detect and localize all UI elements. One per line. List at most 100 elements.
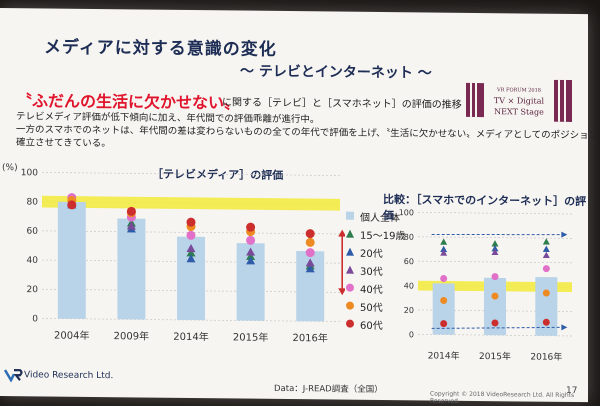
x-category-label: 2014年 [428,349,460,361]
trend-arrow-head [561,231,568,238]
marker-40代 [305,248,315,258]
y-tick-label: 60 [404,257,414,266]
legend-triangle-swatch [346,247,354,256]
gridline [418,212,572,215]
x-category-label: 2015年 [479,350,511,362]
marker-60代 [542,318,550,326]
legend-swatch [344,319,356,329]
y-tick-label: 60 [27,227,39,237]
legend-item: 個人全体 [344,207,405,226]
legend-circle-swatch [346,301,354,310]
legend-item: 50代 [344,297,405,316]
tv-evaluation-chart: 0 20 40 60 80 100 2004年 2009年 2014年 2015年 2016年 (%) [2,163,345,344]
bar-total [296,251,325,322]
presentation-slide: メディアに対する意識の変化 ～ テレビとインターネット ～ VR FORUM 2… [0,8,600,405]
bar-total [484,277,506,336]
marker-15～19歳 [542,238,550,245]
bar-total [57,201,86,319]
bar-total [236,243,265,321]
marker-60代 [67,200,77,210]
marker-30代 [440,249,448,256]
x-category-label: 2016年 [530,351,562,363]
bar-total [117,218,146,320]
legend-swatch [344,265,356,275]
y-tick-label: 100 [21,168,38,178]
bar-total [432,283,455,335]
marker-50代 [440,296,448,304]
logo-stripe-right [554,79,572,122]
bar-total [177,236,205,321]
marker-60代 [126,206,136,216]
y-tick-label: 40 [404,281,414,290]
marker-40代 [246,235,256,245]
marker-60代 [246,222,256,232]
legend-triangle-swatch [346,229,354,238]
legend-swatch [344,247,356,257]
gap-arrow-head-up [338,229,345,237]
marker-60代 [440,320,448,328]
marker-15～19歳 [491,240,499,247]
legend-item: 30代 [344,261,405,280]
marker-20代 [246,256,256,265]
legend-triangle-swatch [346,265,354,274]
y-tick-label: 40 [27,256,39,266]
bar-total [535,277,558,336]
y-tick-label: 0 [409,330,414,339]
marker-40代 [186,230,196,240]
x-category-label: 2016年 [292,331,327,344]
page-number: 17 [566,385,578,397]
body-line-3: 確立させてきている。 [16,137,111,150]
marker-30代 [186,243,196,253]
legend-swatch [344,301,356,311]
legend-swatch [344,229,356,239]
legend-circle-swatch [346,319,354,328]
legend-circle-swatch [346,283,354,292]
x-category-label: 2015年 [233,330,268,343]
marker-30代 [491,248,499,256]
legend-item: 15～19歳 [344,225,405,244]
marker-30代 [542,251,550,259]
data-source: Data：J-READ調査（全国） [274,383,383,396]
trend-arrow-head [561,324,568,331]
marker-20代 [305,264,315,273]
legend-item: 60代 [344,315,405,334]
slide-subtitle: ～ テレビとインターネット ～ [240,63,432,82]
marker-20代 [186,254,196,263]
marker-15～19歳 [186,248,196,257]
copyright: Copyright © 2018 VideoResearch Ltd. All … [430,390,575,405]
marker-30代 [246,247,256,256]
y-tick-label: 20 [404,306,414,315]
gridline [42,172,340,176]
company-logo: Video Research Ltd. [4,368,113,383]
marker-30代 [126,221,136,230]
marker-40代 [440,275,448,283]
forum-logo: VR FORUM 2018 TV × Digital NEXT Stage [466,79,572,122]
marker-20代 [542,245,550,252]
marker-60代 [305,229,315,239]
gridline [418,260,572,264]
x-category-label: 2014年 [173,330,208,343]
marker-50代 [305,237,315,247]
chart-legend: 個人全体 15～19歳 20代 30代 40代 50代 60代 [344,207,405,334]
company-name: Video Research Ltd. [24,370,114,382]
gap-arrow-head-down [338,288,345,296]
smartphone-evaluation-chart: 0 20 40 60 80 100 2014年 2015年 2016年 [399,208,572,363]
trend-arrow-line [431,326,563,329]
legend-item: 40代 [344,279,405,298]
y-tick-label: 0 [32,314,38,324]
marker-50代 [542,289,550,297]
marker-40代 [491,273,499,281]
y-tick-label: 20 [27,285,39,295]
y-tick-label: 80 [404,233,414,242]
y-tick-label: 80 [27,197,39,207]
marker-20代 [440,245,448,253]
logo-line1: VR FORUM 2018 [496,87,541,93]
marker-15～19歳 [440,238,448,245]
gridline [418,236,572,239]
marker-60代 [186,217,196,227]
marker-50代 [491,292,499,300]
legend-bar-swatch [346,211,354,220]
marker-30代 [305,258,315,267]
y-tick-label: 100 [399,208,414,217]
slide-title: メディアに対する意識の変化 [44,37,277,60]
